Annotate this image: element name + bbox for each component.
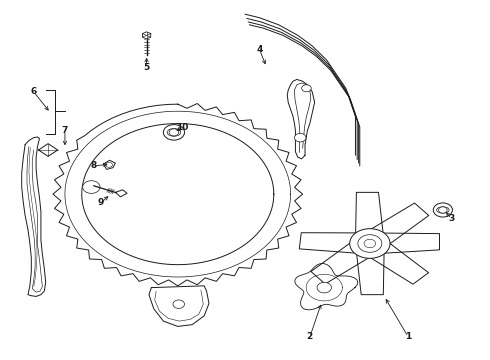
Polygon shape bbox=[311, 235, 379, 284]
Circle shape bbox=[169, 129, 179, 136]
Text: 5: 5 bbox=[144, 63, 149, 72]
Polygon shape bbox=[287, 80, 315, 159]
Polygon shape bbox=[103, 160, 115, 170]
Circle shape bbox=[163, 125, 185, 140]
Circle shape bbox=[302, 85, 311, 92]
Text: 10: 10 bbox=[176, 123, 189, 132]
Polygon shape bbox=[143, 32, 151, 39]
Polygon shape bbox=[22, 137, 46, 296]
Text: 9: 9 bbox=[98, 198, 104, 207]
Circle shape bbox=[317, 282, 331, 293]
Polygon shape bbox=[355, 243, 384, 294]
Text: 3: 3 bbox=[448, 214, 455, 223]
Circle shape bbox=[350, 229, 390, 258]
Polygon shape bbox=[295, 264, 358, 310]
Text: 6: 6 bbox=[30, 87, 37, 96]
Circle shape bbox=[294, 134, 306, 142]
Text: 1: 1 bbox=[405, 333, 412, 342]
Text: 7: 7 bbox=[62, 126, 68, 135]
Polygon shape bbox=[149, 286, 209, 327]
Circle shape bbox=[358, 235, 382, 252]
Circle shape bbox=[173, 300, 185, 309]
Polygon shape bbox=[299, 233, 371, 254]
Polygon shape bbox=[361, 203, 429, 252]
Polygon shape bbox=[370, 233, 440, 254]
Polygon shape bbox=[360, 236, 429, 284]
Polygon shape bbox=[53, 104, 303, 286]
Text: 2: 2 bbox=[307, 333, 313, 342]
Polygon shape bbox=[39, 144, 58, 156]
Polygon shape bbox=[355, 192, 384, 243]
Circle shape bbox=[83, 181, 100, 193]
Circle shape bbox=[439, 207, 447, 213]
Circle shape bbox=[433, 203, 452, 217]
Text: 4: 4 bbox=[256, 45, 263, 54]
Text: 8: 8 bbox=[91, 161, 97, 170]
Polygon shape bbox=[116, 190, 127, 197]
